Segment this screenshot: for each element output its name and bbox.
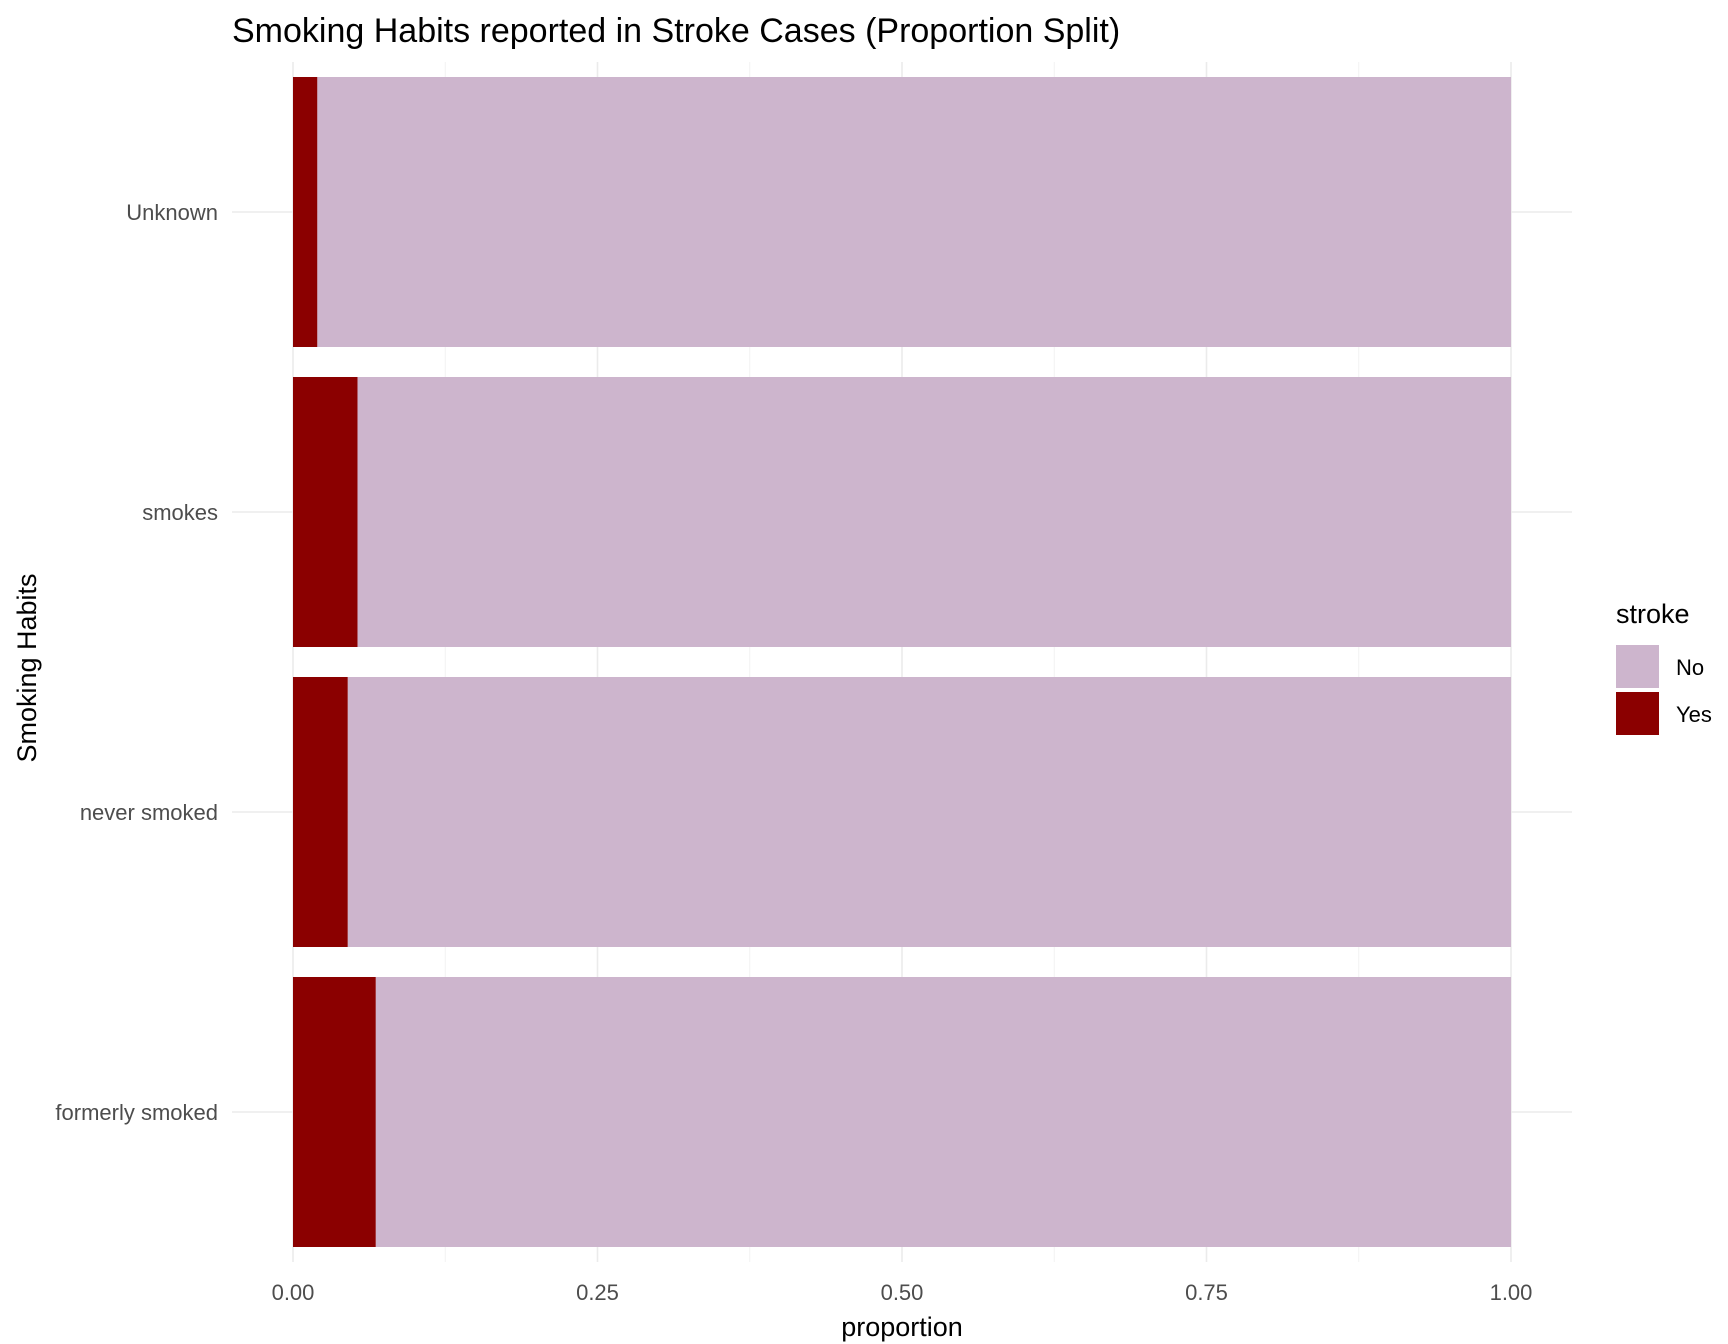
legend: stroke No Yes [1616,599,1712,735]
legend-key-no [1616,645,1659,688]
x-axis-title: proportion [841,1312,963,1342]
legend-key-yes [1616,692,1659,735]
bar-no [357,377,1512,647]
bar-no [317,77,1511,347]
x-tick-label: 0.50 [881,1280,924,1305]
bar-yes [293,377,358,647]
x-tick-label: 1.00 [1490,1280,1533,1305]
y-tick-label: never smoked [80,800,218,825]
chart-title: Smoking Habits reported in Stroke Cases … [232,12,1120,50]
legend-label: Yes [1676,702,1712,727]
y-tick-label: Unknown [126,200,218,225]
y-axis-title: Smoking Habits [12,573,42,762]
bars [293,77,1512,1247]
bar-yes [293,977,376,1247]
bar-yes [293,77,318,347]
x-axis-ticks: 0.00 0.25 0.50 0.75 1.00 [272,1280,1533,1305]
legend-title: stroke [1616,599,1690,629]
x-tick-label: 0.00 [272,1280,315,1305]
y-tick-label: formerly smoked [55,1100,218,1125]
bar-no [375,977,1512,1247]
y-tick-label: smokes [142,500,218,525]
x-tick-label: 0.25 [576,1280,619,1305]
x-tick-label: 0.75 [1185,1280,1228,1305]
bar-yes [293,677,348,947]
y-axis-ticks: Unknown smokes never smoked formerly smoked [55,200,218,1125]
bar-no [347,677,1511,947]
legend-label: No [1676,655,1704,680]
